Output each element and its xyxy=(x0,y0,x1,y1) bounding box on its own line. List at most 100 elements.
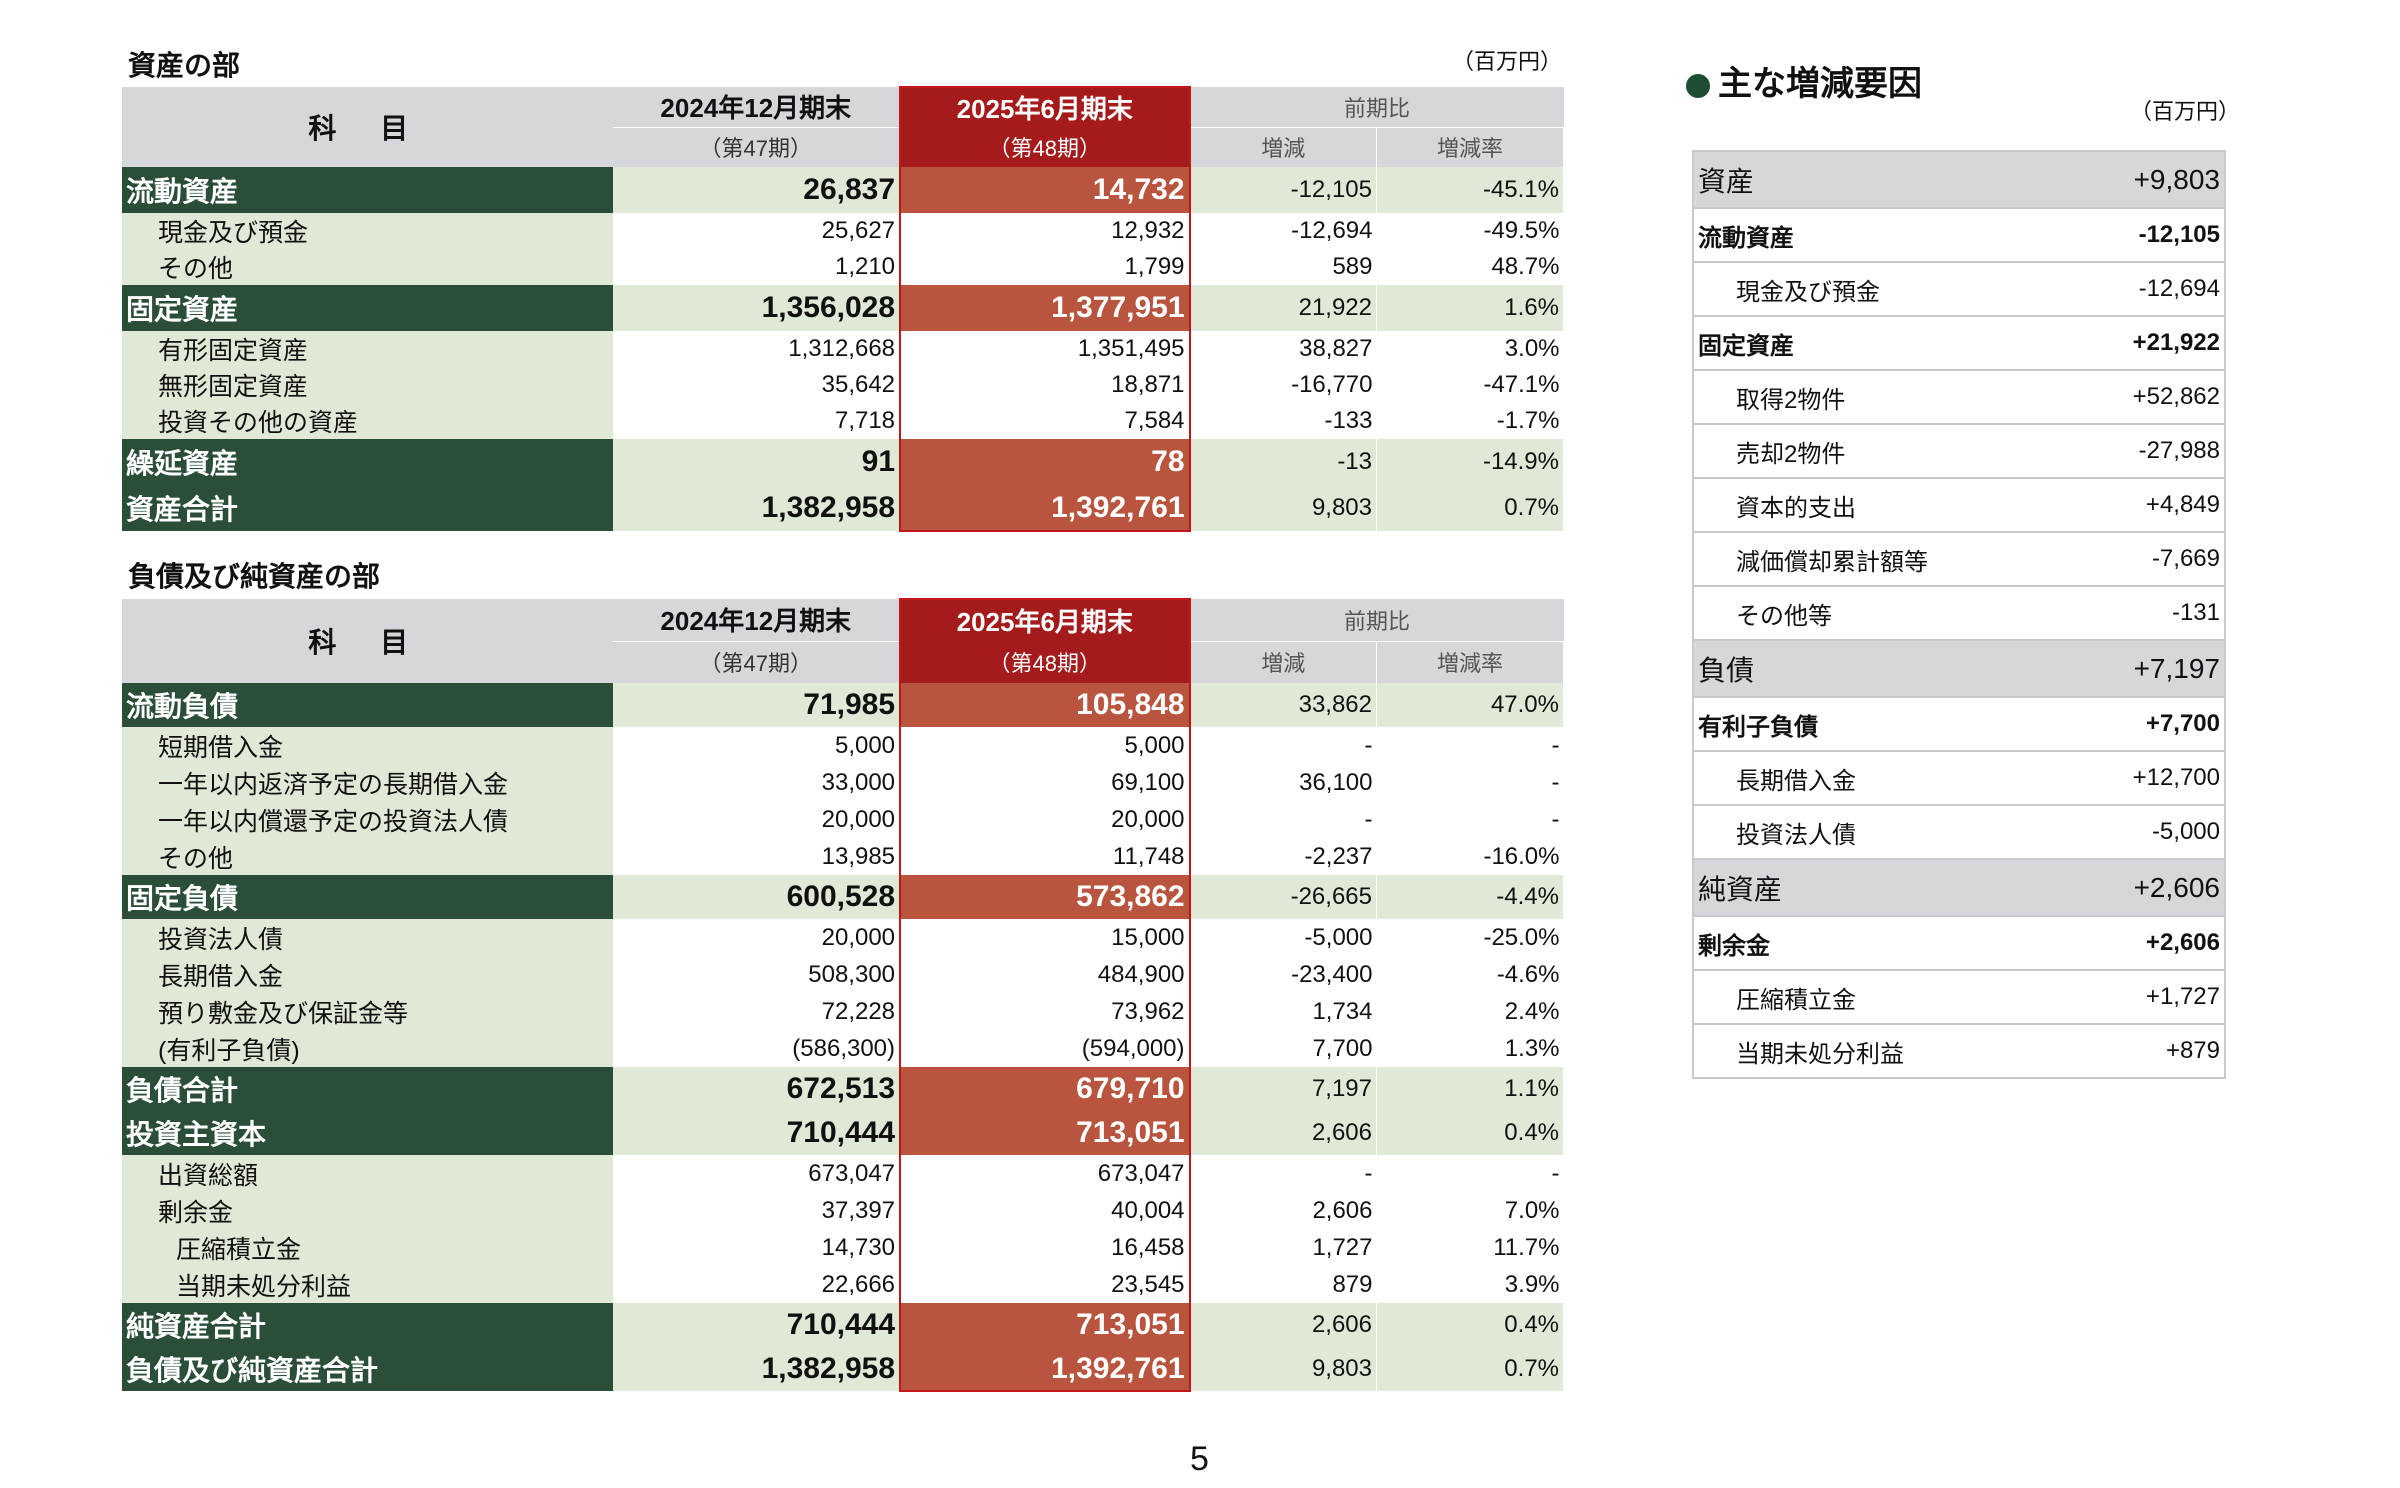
row-label: 一年以内償還予定の投資法人債 xyxy=(122,801,613,838)
change-value: -13 xyxy=(1189,439,1377,485)
factor-value: +7,700 xyxy=(2023,697,2225,752)
rate-value: - xyxy=(1376,764,1564,801)
row-label: 固定負債 xyxy=(122,875,613,919)
cur-value: 713,051 xyxy=(899,1111,1191,1155)
change-value: 2,606 xyxy=(1189,1111,1377,1155)
header-label: 科 目 xyxy=(122,87,613,167)
factor-label: 売却2物件 xyxy=(1693,424,2023,479)
prev-value: 33,000 xyxy=(612,764,902,801)
rate-value: 3.9% xyxy=(1376,1266,1564,1303)
change-value: 38,827 xyxy=(1189,331,1377,367)
rate-value: -4.4% xyxy=(1376,875,1564,919)
factors-title-text: 主な増減要因 xyxy=(1718,65,1922,103)
factor-label: 長期借入金 xyxy=(1693,751,2023,806)
factor-value: +1,727 xyxy=(2023,970,2225,1025)
row-label: その他 xyxy=(122,249,613,285)
factor-label: 負債 xyxy=(1693,640,2023,698)
rate-value: -45.1% xyxy=(1376,167,1564,213)
detail-row: 現金及び預金 25,627 12,932 -12,694 -49.5% xyxy=(122,213,1564,249)
factor-row: 資本的支出 +4,849 xyxy=(1693,478,2225,533)
asset-unit-label: （百万円） xyxy=(1452,49,1563,74)
factor-label: 当期未処分利益 xyxy=(1693,1024,2023,1079)
prev-value: 37,397 xyxy=(612,1192,902,1229)
rate-value: - xyxy=(1376,727,1564,764)
prev-value: 1,312,668 xyxy=(612,331,902,367)
factor-label: 剰余金 xyxy=(1693,916,2023,971)
factors-table: 資産 +9,803 流動資産 -12,105 現金及び預金 -12,694 固定資産 +21,… xyxy=(1692,150,2226,1079)
change-value: -133 xyxy=(1189,403,1377,439)
cur-value: 16,458 xyxy=(899,1229,1191,1266)
detail-row: 出資総額 673,047 673,047- - xyxy=(122,1155,1564,1192)
factor-row: 当期未処分利益 +879 xyxy=(1693,1024,2225,1079)
rate-value: 47.0% xyxy=(1376,683,1564,727)
factor-label: 純資産 xyxy=(1693,859,2023,917)
change-value: 36,100 xyxy=(1189,764,1377,801)
factor-row: 剰余金 +2,606 xyxy=(1693,916,2225,971)
summary-row: 純資産合計 710,444 713,051 2,606 0.4% xyxy=(122,1303,1564,1347)
row-label: 流動資産 xyxy=(122,167,613,213)
cur-value: 15,000 xyxy=(899,919,1191,956)
change-value: -26,665 xyxy=(1189,875,1377,919)
row-label: 負債合計 xyxy=(122,1067,613,1111)
cur-value: 1,377,951 xyxy=(899,285,1191,331)
prev-value: 35,642 xyxy=(612,367,902,403)
factor-value: -5,000 xyxy=(2023,805,2225,860)
summary-row: 負債合計 672,513 679,710 7,197 1.1% xyxy=(122,1067,1564,1111)
factor-value: +7,197 xyxy=(2023,640,2225,698)
factor-row: 現金及び預金 -12,694 xyxy=(1693,262,2225,317)
cur-value: 18,871 xyxy=(899,367,1191,403)
row-label: 純資産合計 xyxy=(122,1303,613,1347)
rate-value: 0.7% xyxy=(1376,1347,1564,1391)
prev-value: 1,382,958 xyxy=(612,485,902,531)
change-value: 7,700 xyxy=(1189,1030,1377,1067)
row-label: 資産合計 xyxy=(122,485,613,531)
factor-row: 売却2物件 -27,988 xyxy=(1693,424,2225,479)
factor-label: 資産 xyxy=(1693,151,2023,209)
prev-value: 72,228 xyxy=(612,993,902,1030)
factor-label: 資本的支出 xyxy=(1693,478,2023,533)
rate-value: 3.0% xyxy=(1376,331,1564,367)
factor-row: 流動資産 -12,105 xyxy=(1693,208,2225,263)
factor-value: +2,606 xyxy=(2023,859,2225,917)
row-label: 投資主資本 xyxy=(122,1111,613,1155)
detail-row: その他 1,210 1,799 589 48.7% xyxy=(122,249,1564,285)
change-value: 879 xyxy=(1189,1266,1377,1303)
cur-value: 105,848 xyxy=(899,683,1191,727)
rate-value: 7.0% xyxy=(1376,1192,1564,1229)
factor-value: -27,988 xyxy=(2023,424,2225,479)
row-label: 現金及び預金 xyxy=(122,213,613,249)
prev-value: 91 xyxy=(612,439,902,485)
change-value: -16,770 xyxy=(1189,367,1377,403)
header-cur-period: 2025年6月期末 xyxy=(899,598,1191,641)
prev-value: 710,444 xyxy=(612,1303,902,1347)
summary-row: 投資主資本 710,444 713,051 2,606 0.4% xyxy=(122,1111,1564,1155)
cur-value: 73,962 xyxy=(899,993,1191,1030)
rate-value: -14.9% xyxy=(1376,439,1564,485)
prev-value: 1,382,958 xyxy=(612,1347,902,1391)
bullet-dot-icon xyxy=(1686,74,1710,99)
header-prev-period: 2024年12月期末 xyxy=(612,599,901,642)
cur-value: 5,000 xyxy=(899,727,1191,764)
rate-value: - xyxy=(1376,801,1564,838)
cur-value: 11,748 xyxy=(899,838,1191,875)
change-value: 2,606 xyxy=(1189,1192,1377,1229)
change-value: 7,197 xyxy=(1189,1067,1377,1111)
rate-value: 1.1% xyxy=(1376,1067,1564,1111)
liability-section-title: 負債及び純資産の部 xyxy=(128,561,381,592)
prev-value: 600,528 xyxy=(612,875,902,919)
change-value: 21,922 xyxy=(1189,285,1377,331)
factor-row: 減価償却累計額等 -7,669 xyxy=(1693,532,2225,587)
header-prev-sub: （第47期） xyxy=(612,641,901,683)
detail-row: 無形固定資産 35,642 18,871 -16,770 -47.1% xyxy=(122,367,1564,403)
cur-value: 12,932 xyxy=(899,213,1191,249)
factor-row: 固定資産 +21,922 xyxy=(1693,316,2225,371)
factor-label: 有利子負債 xyxy=(1693,697,2023,752)
cur-value: 484,900 xyxy=(899,956,1191,993)
prev-value: 71,985 xyxy=(612,683,902,727)
row-label: 当期未処分利益 xyxy=(122,1266,613,1303)
change-value: -2,237 xyxy=(1189,838,1377,875)
factor-label: 流動資産 xyxy=(1693,208,2023,263)
prev-value: 14,730 xyxy=(612,1229,902,1266)
summary-row: 固定資産 1,356,028 1,377,951 21,922 1.6% xyxy=(122,285,1564,331)
cur-value: 1,392,761 xyxy=(899,1347,1191,1392)
